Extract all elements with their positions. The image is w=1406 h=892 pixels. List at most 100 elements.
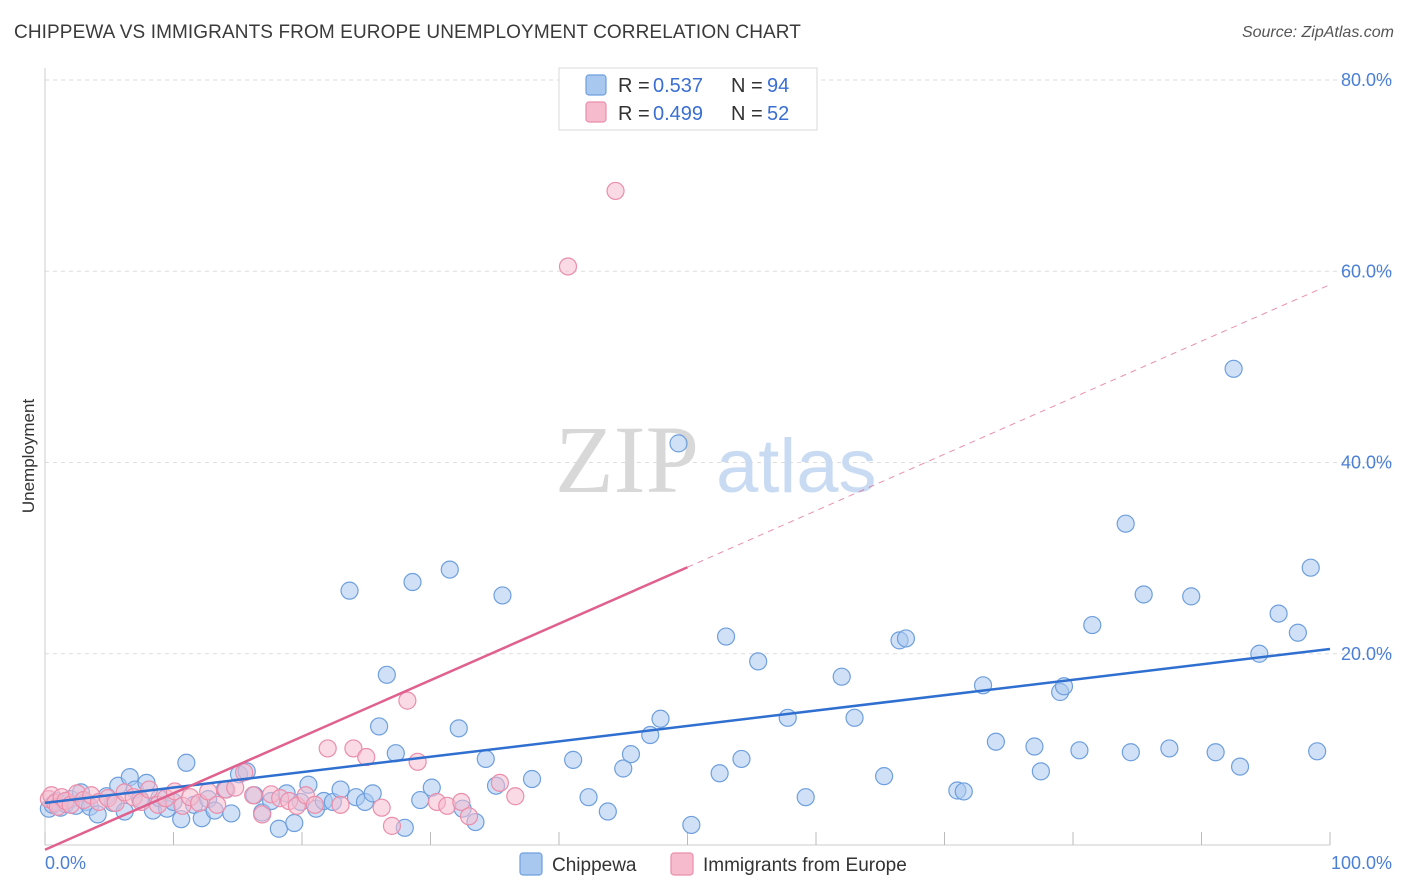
data-point — [235, 763, 254, 782]
data-point — [382, 816, 402, 835]
data-point — [1301, 558, 1320, 577]
data-point — [331, 795, 350, 814]
data-point — [564, 750, 583, 769]
data-point — [1070, 741, 1089, 760]
watermark-zip: ZIP — [555, 406, 699, 513]
bottom-legend: Chippewa Immigrants from Europe — [519, 852, 907, 876]
data-point — [621, 745, 641, 764]
data-point — [244, 786, 263, 805]
data-point — [1116, 514, 1135, 533]
data-point — [1308, 742, 1327, 761]
axes — [44, 68, 1331, 846]
data-point — [832, 667, 851, 686]
data-point — [598, 802, 617, 821]
data-point — [749, 652, 768, 671]
y-tick-label: 60.0% — [1341, 261, 1392, 281]
data-point — [796, 788, 815, 807]
legend-r-value: 0.537 — [653, 75, 703, 97]
trend-line-blue — [44, 647, 1331, 805]
gridlines — [45, 79, 1392, 655]
data-point — [778, 708, 797, 727]
data-point — [208, 795, 227, 814]
data-point — [579, 788, 598, 807]
watermark: ZIP atlas — [555, 406, 877, 513]
data-point — [558, 257, 578, 276]
bottom-legend-chippewa: Chippewa — [552, 855, 637, 876]
data-point — [269, 819, 288, 838]
data-point — [614, 759, 633, 778]
data-point — [305, 795, 324, 814]
data-point — [669, 434, 688, 453]
data-point — [398, 691, 417, 710]
data-point — [710, 764, 729, 783]
tick-labels: 20.0% 40.0% 60.0% 80.0% 0.0% 100.0% — [45, 70, 1392, 873]
trend-line-pink — [44, 566, 689, 851]
bottom-legend-immigrants: Immigrants from Europe — [703, 855, 907, 876]
data-point — [408, 752, 427, 771]
legend-r-label: R = — [618, 103, 650, 125]
legend-r-value: 0.499 — [653, 103, 703, 125]
data-point — [377, 665, 396, 684]
source-note: Source: ZipAtlas.com — [1241, 24, 1394, 41]
y-tick-label: 20.0% — [1341, 644, 1392, 664]
data-point — [370, 717, 389, 736]
legend-n-label: N = — [731, 103, 763, 125]
data-point — [954, 782, 973, 801]
data-point — [490, 773, 509, 792]
data-point — [222, 804, 241, 823]
legend-n-value: 94 — [767, 75, 789, 97]
bottom-legend-swatch-chippewa — [519, 852, 543, 876]
data-point — [896, 629, 916, 648]
data-point — [651, 709, 670, 728]
data-point — [363, 784, 382, 803]
data-point — [875, 767, 894, 786]
y-tick-label: 40.0% — [1341, 453, 1392, 473]
legend-n-label: N = — [731, 75, 763, 97]
trend-lines — [44, 284, 1331, 851]
data-point — [1134, 585, 1153, 604]
watermark-atlas: atlas — [716, 424, 877, 509]
x-tick-label: 100.0% — [1331, 853, 1392, 873]
data-point — [1182, 587, 1201, 606]
data-point — [606, 181, 625, 201]
data-point — [1031, 762, 1050, 781]
legend: R = 0.537 N = 94 R = 0.499 N = 52 — [558, 67, 818, 131]
data-point — [1250, 644, 1269, 663]
data-point — [1025, 737, 1044, 756]
legend-n-value: 52 — [767, 103, 789, 125]
data-point — [318, 739, 337, 758]
data-point — [285, 813, 304, 833]
data-point — [372, 798, 391, 817]
data-point — [845, 708, 864, 727]
data-point — [403, 572, 422, 592]
data-point — [449, 719, 468, 738]
data-point — [331, 780, 350, 799]
data-point — [732, 749, 751, 769]
data-point — [253, 805, 272, 824]
data-point — [452, 792, 471, 812]
data-point — [986, 732, 1006, 751]
trend-line-extension-pink — [687, 284, 1331, 568]
y-tick-label: 80.0% — [1341, 70, 1392, 90]
data-point — [459, 807, 479, 826]
data-point — [716, 627, 736, 646]
data-point — [1206, 743, 1225, 762]
legend-swatch-pink — [585, 101, 607, 123]
data-point — [177, 753, 196, 772]
data-point — [440, 560, 459, 579]
data-point — [1269, 604, 1288, 623]
chart-title: CHIPPEWA VS IMMIGRANTS FROM EUROPE UNEMP… — [14, 22, 801, 43]
x-tick-label: 0.0% — [45, 853, 86, 873]
data-point — [682, 815, 701, 835]
data-point — [344, 739, 363, 758]
data-point — [1083, 615, 1102, 635]
y-axis-label: Unemployment — [19, 399, 38, 514]
data-point — [1121, 743, 1140, 762]
data-point — [340, 581, 359, 600]
data-point — [1160, 739, 1179, 758]
data-point — [1230, 757, 1250, 776]
legend-r-label: R = — [618, 75, 650, 97]
data-point — [476, 749, 495, 769]
bottom-legend-swatch-immigrants — [670, 852, 694, 876]
